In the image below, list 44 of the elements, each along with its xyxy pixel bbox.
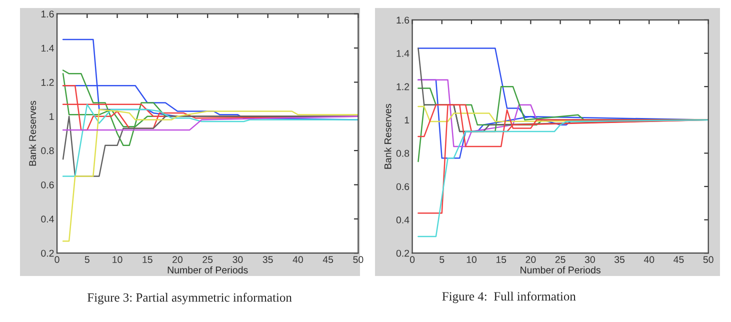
caption: Figure 4: Full information xyxy=(442,292,576,304)
x-tick-label: 25 xyxy=(555,256,566,264)
x-tick-label: 5 xyxy=(84,256,90,264)
y-tick-label: 0.6 xyxy=(396,183,410,190)
x-tick-label: 0 xyxy=(54,256,60,264)
x-tick-label: 15 xyxy=(496,256,506,264)
x-tick-label: 30 xyxy=(584,256,595,264)
y-tick-label: 0.4 xyxy=(396,216,410,224)
y-tick-label: 1.6 xyxy=(41,10,54,18)
y-tick-label: 1 xyxy=(404,116,410,124)
y-tick-label: 1.4 xyxy=(41,44,54,52)
x-tick-label: 45 xyxy=(674,256,684,264)
y-tick-label: 0.2 xyxy=(41,250,54,257)
y-tick-label: 0.6 xyxy=(41,181,54,188)
x-tick-label: 20 xyxy=(172,256,183,264)
x-tick-label: 15 xyxy=(142,256,152,264)
x-tick-label: 50 xyxy=(353,256,364,264)
caption: Figure 3: Partial asymmetric information xyxy=(87,292,292,304)
x-tick-label: 10 xyxy=(112,256,122,264)
x-tick-label: 30 xyxy=(232,256,243,264)
x-axis-title: Number of Periods xyxy=(520,266,600,274)
x-tick-label: 50 xyxy=(703,256,714,264)
x-tick-label: 40 xyxy=(644,256,654,264)
x-tick-label: 10 xyxy=(466,256,477,264)
x-tick-label: 35 xyxy=(262,256,273,264)
x-tick-label: 35 xyxy=(614,256,625,264)
x-tick-label: 0 xyxy=(410,256,415,264)
x-tick-label: 40 xyxy=(292,256,303,264)
x-tick-label: 45 xyxy=(322,256,334,264)
y-axis-title: Bank Reserves xyxy=(384,104,392,169)
y-tick-label: 0.2 xyxy=(396,250,410,257)
y-tick-label: 1.6 xyxy=(396,16,410,24)
y-tick-label: 0.4 xyxy=(41,216,54,223)
x-tick-label: 20 xyxy=(526,256,536,264)
x-tick-label: 5 xyxy=(440,256,444,264)
y-tick-label: 0.8 xyxy=(396,150,410,157)
y-tick-label: 0.8 xyxy=(41,147,54,154)
y-tick-label: 1.2 xyxy=(396,83,410,90)
y-tick-label: 1.2 xyxy=(41,78,54,86)
y-axis-title: Bank Reserves xyxy=(28,100,36,166)
y-tick-label: 1 xyxy=(50,113,54,120)
x-axis-title: Number of Periods xyxy=(168,266,248,274)
y-tick-label: 1.4 xyxy=(396,50,410,57)
x-tick-label: 25 xyxy=(202,256,213,264)
